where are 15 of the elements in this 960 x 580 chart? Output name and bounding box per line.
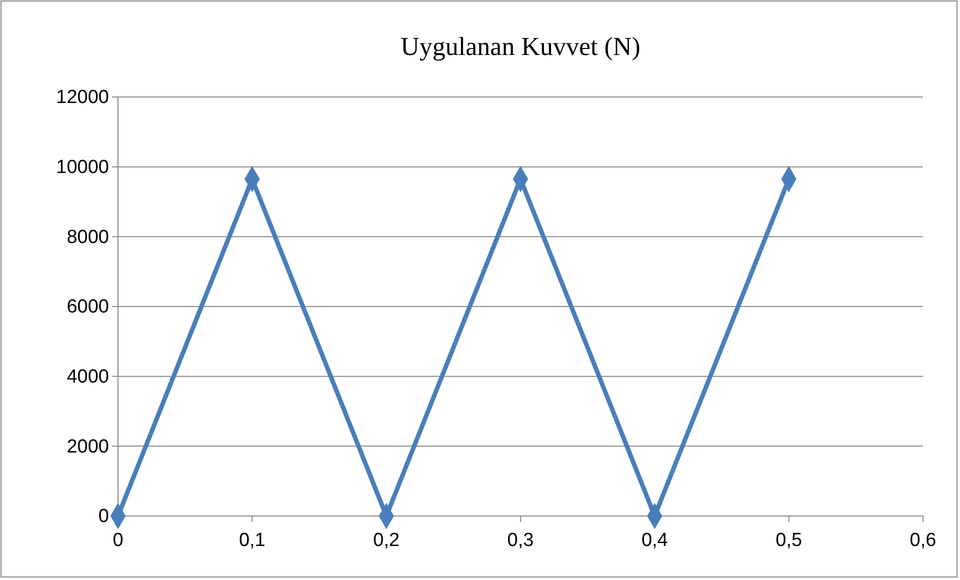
chart-title: Uygulanan Kuvvet (N)	[400, 32, 640, 61]
y-tick-label: 4000	[66, 366, 109, 388]
y-tick-label: 10000	[56, 156, 109, 178]
x-tick-label: 0,3	[507, 530, 534, 551]
y-tick-label: 6000	[66, 296, 109, 318]
x-tick-label: 0,1	[238, 530, 266, 551]
x-tick-label: 0,6	[910, 530, 936, 551]
x-tick-label: 0	[112, 530, 124, 551]
x-tick-label: 0,2	[373, 530, 400, 551]
y-tick-label: 2000	[66, 436, 109, 458]
x-tick-label: 0,4	[641, 530, 668, 551]
y-tick-label: 12000	[56, 87, 109, 108]
y-tick-label: 8000	[66, 226, 109, 248]
y-tick-label: 0	[98, 506, 109, 528]
x-tick-label: 0,5	[776, 530, 802, 551]
